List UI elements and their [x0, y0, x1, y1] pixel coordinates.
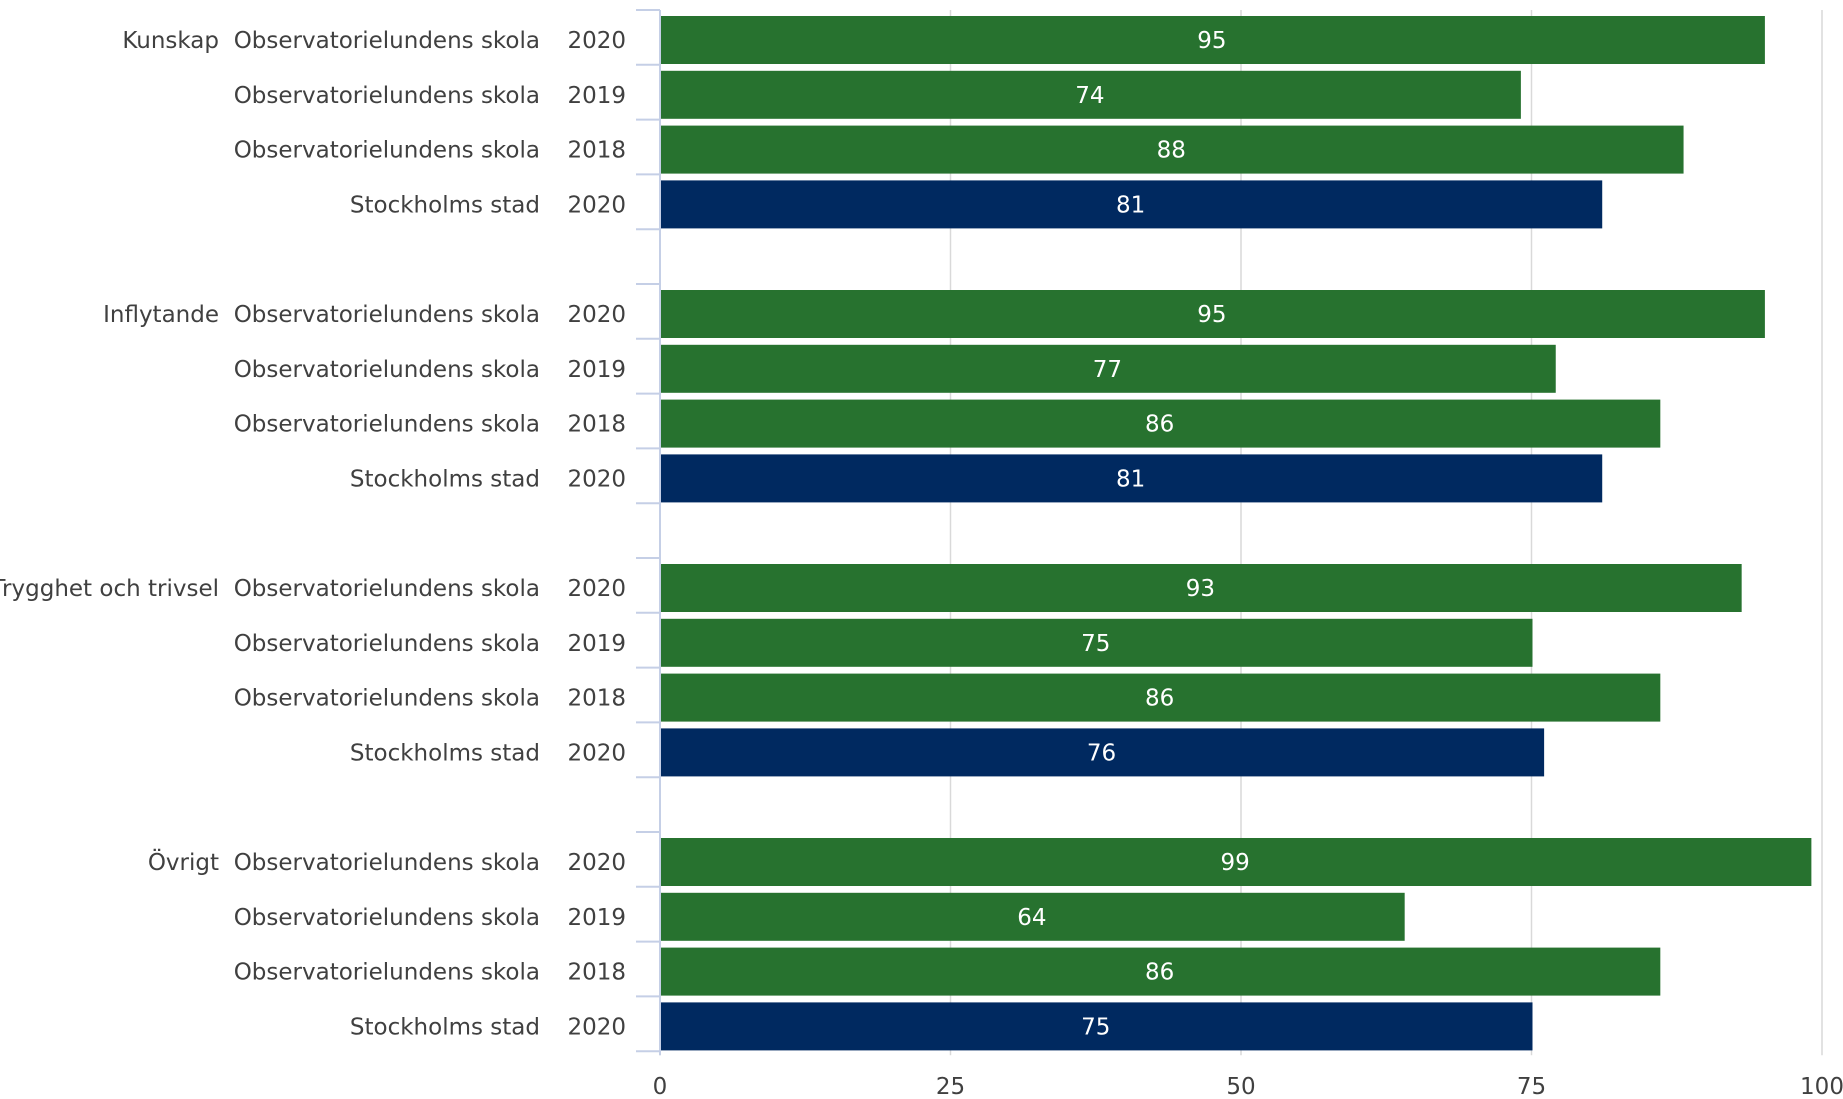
data-label: 76: [1087, 740, 1116, 766]
year-label: 2020: [567, 1014, 626, 1040]
entity-label: Observatorielundens skola: [234, 905, 540, 931]
year-label: 2020: [567, 302, 626, 328]
bar-3-3: [661, 1002, 1533, 1051]
bar-1-1: [661, 344, 1556, 393]
year-label: 2020: [567, 28, 626, 54]
x-tick-label: 0: [653, 1074, 668, 1099]
group-label: Inflytande: [103, 302, 219, 328]
data-label: 75: [1081, 631, 1110, 657]
x-tick-label: 25: [936, 1074, 965, 1099]
bars: 95 74 88 81 95 77 86 81 93 75 86 76 99 64 86 75: [661, 16, 1812, 1051]
bar-0-3: [661, 180, 1603, 229]
year-label: 2018: [567, 686, 626, 712]
entity-label: Observatorielundens skola: [234, 850, 540, 876]
bar-0-1: [661, 70, 1521, 119]
entity-label: Stockholms stad: [350, 740, 540, 766]
year-label: 2018: [567, 412, 626, 438]
bar-2-0: [661, 564, 1742, 612]
bar-2-2: [661, 673, 1661, 722]
data-label: 74: [1075, 83, 1104, 109]
year-label: 2019: [567, 905, 626, 931]
category-labels: Observatorielundens skola 2020 Kunskap Obse…: [0, 28, 626, 1040]
year-label: 2018: [567, 138, 626, 164]
entity-label: Observatorielundens skola: [234, 138, 540, 164]
data-label: 75: [1081, 1014, 1110, 1040]
data-label: 99: [1221, 850, 1250, 876]
group-label: Kunskap: [122, 28, 219, 54]
x-tick-label: 75: [1517, 1074, 1546, 1099]
value-axis-ticks: 0 25 50 75 100: [653, 1074, 1843, 1099]
bar-0-2: [661, 125, 1684, 174]
year-label: 2020: [567, 466, 626, 492]
entity-label: Observatorielundens skola: [234, 83, 540, 109]
year-label: 2019: [567, 83, 626, 109]
category-axis: [636, 9, 661, 1056]
data-label: 81: [1116, 192, 1145, 218]
bar-1-3: [661, 454, 1603, 503]
bar-0-0: [661, 16, 1765, 64]
data-label: 86: [1145, 960, 1174, 986]
year-label: 2020: [567, 192, 626, 218]
entity-label: Observatorielundens skola: [234, 576, 540, 602]
entity-label: Stockholms stad: [350, 192, 540, 218]
group-label: Övrigt: [148, 848, 219, 876]
entity-label: Observatorielundens skola: [234, 686, 540, 712]
data-label: 64: [1017, 905, 1046, 931]
entity-label: Observatorielundens skola: [234, 631, 540, 657]
data-label: 93: [1186, 576, 1215, 602]
data-label: 95: [1197, 302, 1226, 328]
bar-2-3: [661, 728, 1545, 777]
data-label: 88: [1157, 138, 1186, 164]
entity-label: Stockholms stad: [350, 466, 540, 492]
entity-label: Stockholms stad: [350, 1014, 540, 1040]
data-label: 86: [1145, 686, 1174, 712]
x-tick-label: 100: [1800, 1074, 1843, 1099]
data-label: 86: [1145, 412, 1174, 438]
data-label: 95: [1197, 28, 1226, 54]
entity-label: Observatorielundens skola: [234, 28, 540, 54]
bar-1-2: [661, 399, 1661, 448]
bar-3-1: [661, 892, 1405, 941]
year-label: 2020: [567, 850, 626, 876]
entity-label: Observatorielundens skola: [234, 960, 540, 986]
entity-label: Observatorielundens skola: [234, 412, 540, 438]
bar-1-0: [661, 290, 1765, 338]
year-label: 2018: [567, 960, 626, 986]
bar-3-0: [661, 838, 1812, 886]
year-label: 2020: [567, 740, 626, 766]
x-tick-label: 50: [1226, 1074, 1255, 1099]
year-label: 2019: [567, 631, 626, 657]
bar-3-2: [661, 947, 1661, 996]
data-label: 81: [1116, 466, 1145, 492]
year-label: 2020: [567, 576, 626, 602]
data-label: 77: [1093, 357, 1122, 383]
entity-label: Observatorielundens skola: [234, 302, 540, 328]
year-label: 2019: [567, 357, 626, 383]
group-label: Trygghet och trivsel: [0, 576, 219, 602]
entity-label: Observatorielundens skola: [234, 357, 540, 383]
bar-2-1: [661, 618, 1533, 667]
